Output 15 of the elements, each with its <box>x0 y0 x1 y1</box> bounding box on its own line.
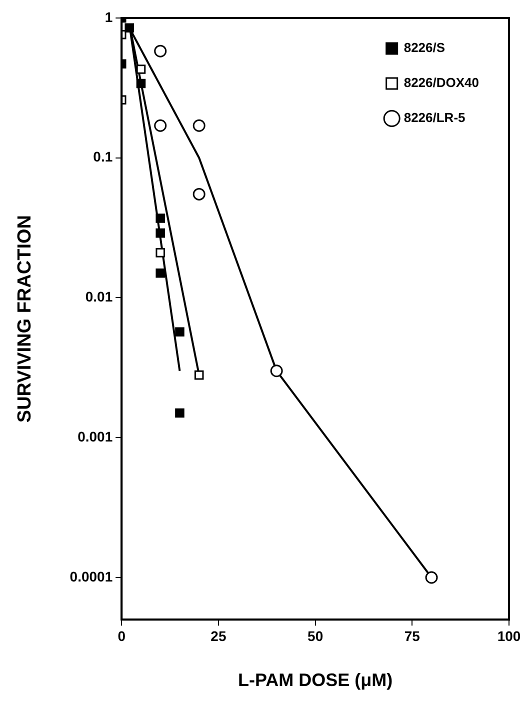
y-tick-label: 0.1 <box>93 148 113 165</box>
y-axis-title: SURVIVING FRACTION <box>14 214 36 423</box>
x-tick-label: 0 <box>118 628 126 644</box>
legend-label: 8226/DOX40 <box>404 75 480 90</box>
y-tick-label: 1 <box>104 8 113 25</box>
x-axis-title: L-PAM DOSE (μM) <box>238 670 393 690</box>
y-tick-label: 0.0001 <box>70 568 113 584</box>
x-tick-label: 50 <box>308 628 324 644</box>
x-tick-label: 75 <box>404 628 420 644</box>
legend-label: 8226/S <box>404 40 446 56</box>
x-tick-label: 25 <box>210 628 226 644</box>
y-tick-label: 0.001 <box>78 428 113 444</box>
legend-label: 8226/LR-5 <box>404 110 466 126</box>
x-tick-label: 100 <box>497 628 521 644</box>
y-tick-label: 0.01 <box>85 288 113 305</box>
